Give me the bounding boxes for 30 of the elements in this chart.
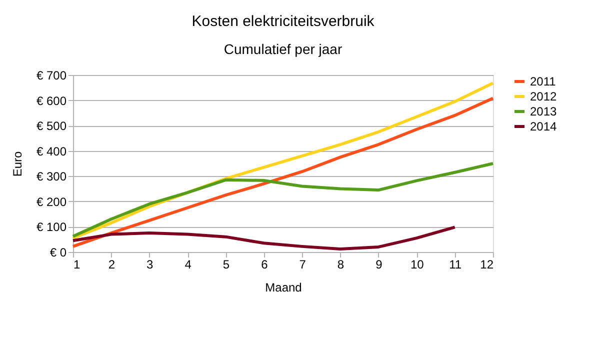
x-tick-label: 10	[410, 258, 424, 272]
y-tick-label: € 100	[36, 220, 67, 234]
x-tick-label: 11	[449, 258, 462, 272]
line-series	[72, 162, 494, 238]
line-series	[72, 226, 456, 250]
y-tick-label: € 400	[36, 144, 67, 158]
legend-label: 2011	[530, 74, 556, 88]
chart-subtitle: Cumulatief per jaar	[224, 41, 342, 57]
x-tick-label: 12	[480, 258, 494, 272]
y-tick-label: € 600	[36, 94, 67, 108]
legend-label: 2012	[530, 90, 558, 104]
x-tick-label: 7	[299, 258, 306, 272]
y-tick-label: € 200	[36, 194, 67, 209]
x-axis-title: Maand	[265, 280, 302, 294]
x-tick-label: 4	[184, 258, 192, 272]
chart-title: Kosten elektriciteitsverbruik	[192, 13, 375, 30]
legend-label: 2013	[530, 104, 558, 118]
y-tick-label: € 500	[36, 119, 67, 134]
y-tick-label: € 700	[36, 68, 67, 82]
x-tick-label: 2	[108, 258, 116, 272]
y-tick-label: € 300	[36, 170, 67, 184]
x-tick-label: 9	[376, 258, 383, 272]
x-tick-label: 3	[146, 258, 154, 272]
x-tick-label: 8	[337, 258, 344, 272]
x-tick-label: 1	[74, 258, 80, 272]
x-tick-label: 5	[222, 258, 230, 272]
legend-label: 2014	[530, 120, 558, 134]
x-tick-label: 6	[261, 258, 268, 272]
y-tick-label: € 0	[50, 246, 67, 260]
y-axis-title: Euro	[10, 151, 24, 177]
